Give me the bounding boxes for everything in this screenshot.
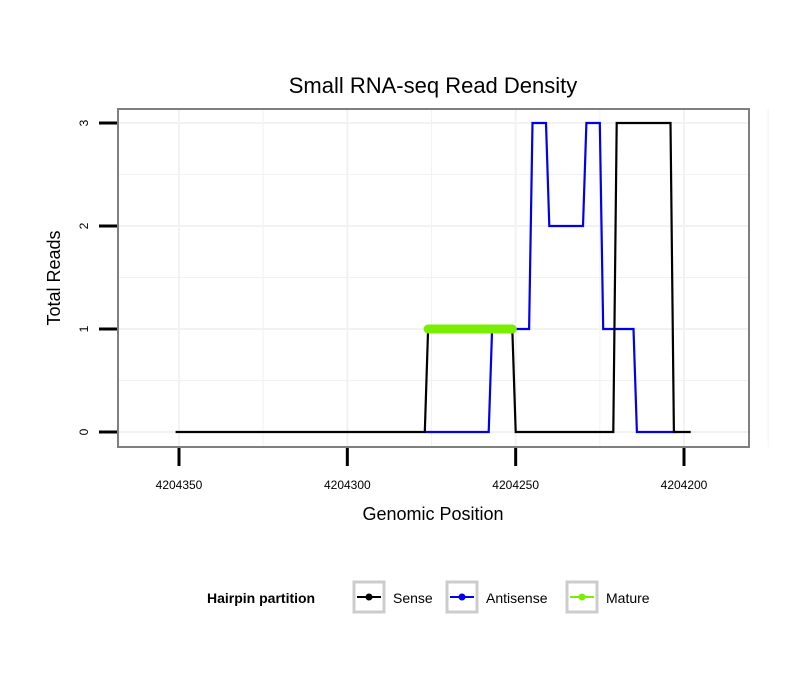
- legend-item-mature: Mature: [565, 580, 650, 614]
- y-tick-label-2: 2: [77, 222, 91, 229]
- x-axis: 4204350 4204300 4204250 4204200: [156, 448, 708, 492]
- plot-panel-border: [117, 108, 750, 448]
- y-axis-title: Total Reads: [44, 230, 64, 325]
- legend: Hairpin partition Sense Antisense Mature: [207, 580, 650, 614]
- legend-label-sense: Sense: [393, 590, 433, 606]
- legend-label-antisense: Antisense: [486, 590, 548, 606]
- x-tick-label-1: 4204300: [324, 478, 371, 492]
- legend-item-sense: Sense: [352, 580, 433, 614]
- series-layer: [175, 121, 691, 434]
- y-tick-label-3: 3: [77, 119, 91, 126]
- legend-label-mature: Mature: [606, 590, 650, 606]
- legend-title: Hairpin partition: [207, 590, 315, 606]
- y-tick-label-0: 0: [77, 428, 91, 435]
- legend-key-point: [458, 593, 466, 601]
- x-tick-label-3: 4204200: [661, 478, 708, 492]
- y-tick-label-1: 1: [77, 325, 91, 332]
- legend-key-point: [578, 593, 586, 601]
- y-axis: 0 1 2 3: [77, 119, 117, 435]
- chart-title: Small RNA-seq Read Density: [289, 73, 578, 98]
- series-line-sense: [175, 121, 691, 434]
- x-axis-title: Genomic Position: [362, 504, 503, 524]
- x-tick-label-2: 4204250: [492, 478, 539, 492]
- legend-item-antisense: Antisense: [445, 580, 548, 614]
- x-tick-label-0: 4204350: [156, 478, 203, 492]
- legend-key-point: [365, 593, 373, 601]
